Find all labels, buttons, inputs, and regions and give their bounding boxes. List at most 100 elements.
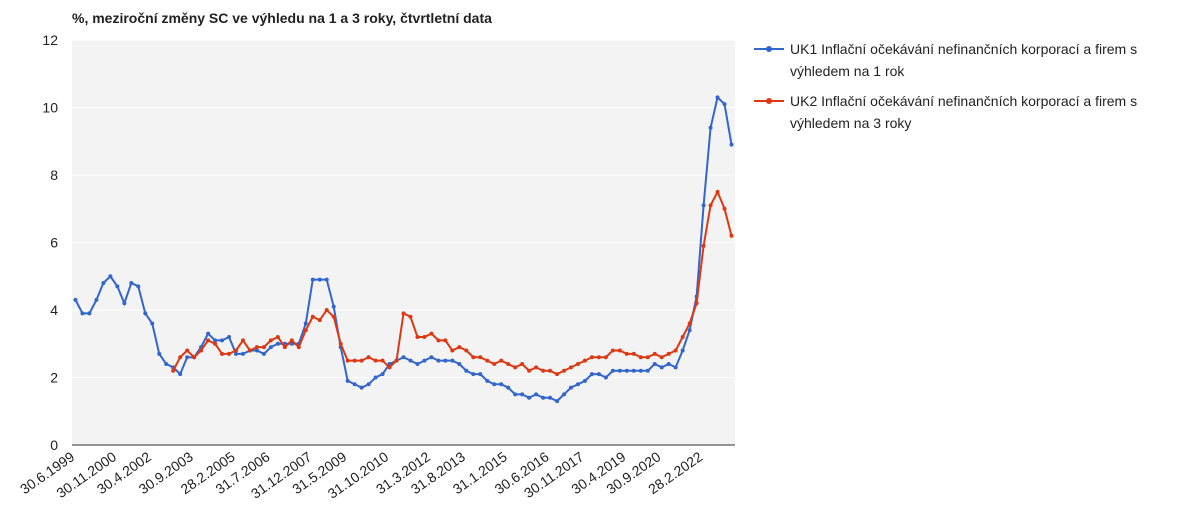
data-point [443,358,448,363]
data-point [254,345,259,350]
data-point [562,368,567,373]
data-point [352,358,357,363]
data-point [582,378,587,383]
data-point [589,355,594,360]
data-point [171,368,176,373]
data-point [631,351,636,356]
data-point [457,345,462,350]
y-tick-label: 4 [50,302,58,318]
data-point [617,368,622,373]
data-point [387,365,392,370]
data-point [722,102,727,107]
data-point [310,314,315,319]
data-point [436,358,441,363]
data-point [513,392,518,397]
data-point [324,277,329,282]
data-point [520,392,525,397]
data-point [206,331,211,336]
data-point [582,358,587,363]
data-point [373,375,378,380]
data-point [541,368,546,373]
data-point [143,311,148,316]
data-point [568,365,573,370]
data-point [213,338,218,343]
data-point [471,372,476,377]
data-point [464,368,469,373]
data-point [199,348,204,353]
data-point [415,362,420,366]
data-point [296,345,301,350]
data-point [422,335,427,339]
data-point [499,358,504,363]
data-point [408,314,413,319]
data-point [624,368,629,373]
data-point [499,382,504,387]
data-point [652,362,657,366]
data-point [268,338,273,343]
data-point [331,304,336,309]
data-point [464,348,469,353]
data-point [366,355,371,360]
data-point [673,348,678,353]
data-point [722,206,727,211]
data-point [478,355,483,360]
data-point [150,321,155,326]
data-point [555,399,560,404]
data-point [115,284,120,289]
data-point [485,378,490,383]
data-point [680,335,685,339]
data-point [164,362,169,366]
data-point [624,351,629,356]
data-point [645,355,650,360]
data-point [513,365,518,370]
data-point [352,382,357,387]
data-point [687,328,692,333]
data-point [666,351,671,356]
legend-swatch [754,98,784,104]
legend-swatch [754,46,784,52]
data-point [331,314,336,319]
y-tick-label: 8 [50,167,58,183]
data-point [192,355,197,360]
data-point [303,321,308,326]
data-point [317,277,322,282]
legend: UK1 Inflační očekávání nefinančních korp… [752,38,1197,142]
data-point [568,385,573,390]
data-point [631,368,636,373]
data-point [157,351,162,356]
data-point [694,301,699,306]
data-point [289,338,294,343]
data-point [478,372,483,377]
data-point [338,341,343,346]
data-point [443,338,448,343]
data-point [422,358,427,363]
data-point [701,243,706,248]
data-point [541,395,546,400]
data-point [359,358,364,363]
data-point [603,355,608,360]
data-point [261,351,266,356]
data-point [534,365,539,370]
data-point [555,372,560,377]
data-point [666,362,671,366]
data-point [506,362,511,366]
data-point [596,372,601,377]
data-point [527,368,532,373]
data-point [220,338,225,343]
data-point [206,338,211,343]
data-point [429,331,434,336]
data-point [178,355,183,360]
data-point [380,372,385,377]
legend-marker [766,46,772,52]
data-point [387,362,392,366]
data-point [234,348,239,353]
data-point [548,368,553,373]
data-point [94,297,99,302]
y-tick-label: 6 [50,235,58,251]
data-point [617,348,622,353]
legend-label: UK2 Inflační očekávání nefinančních korp… [790,93,1138,131]
data-point [645,368,650,373]
legend-item: UK2 Inflační očekávání nefinančních korp… [752,90,1197,134]
data-point [408,358,413,363]
